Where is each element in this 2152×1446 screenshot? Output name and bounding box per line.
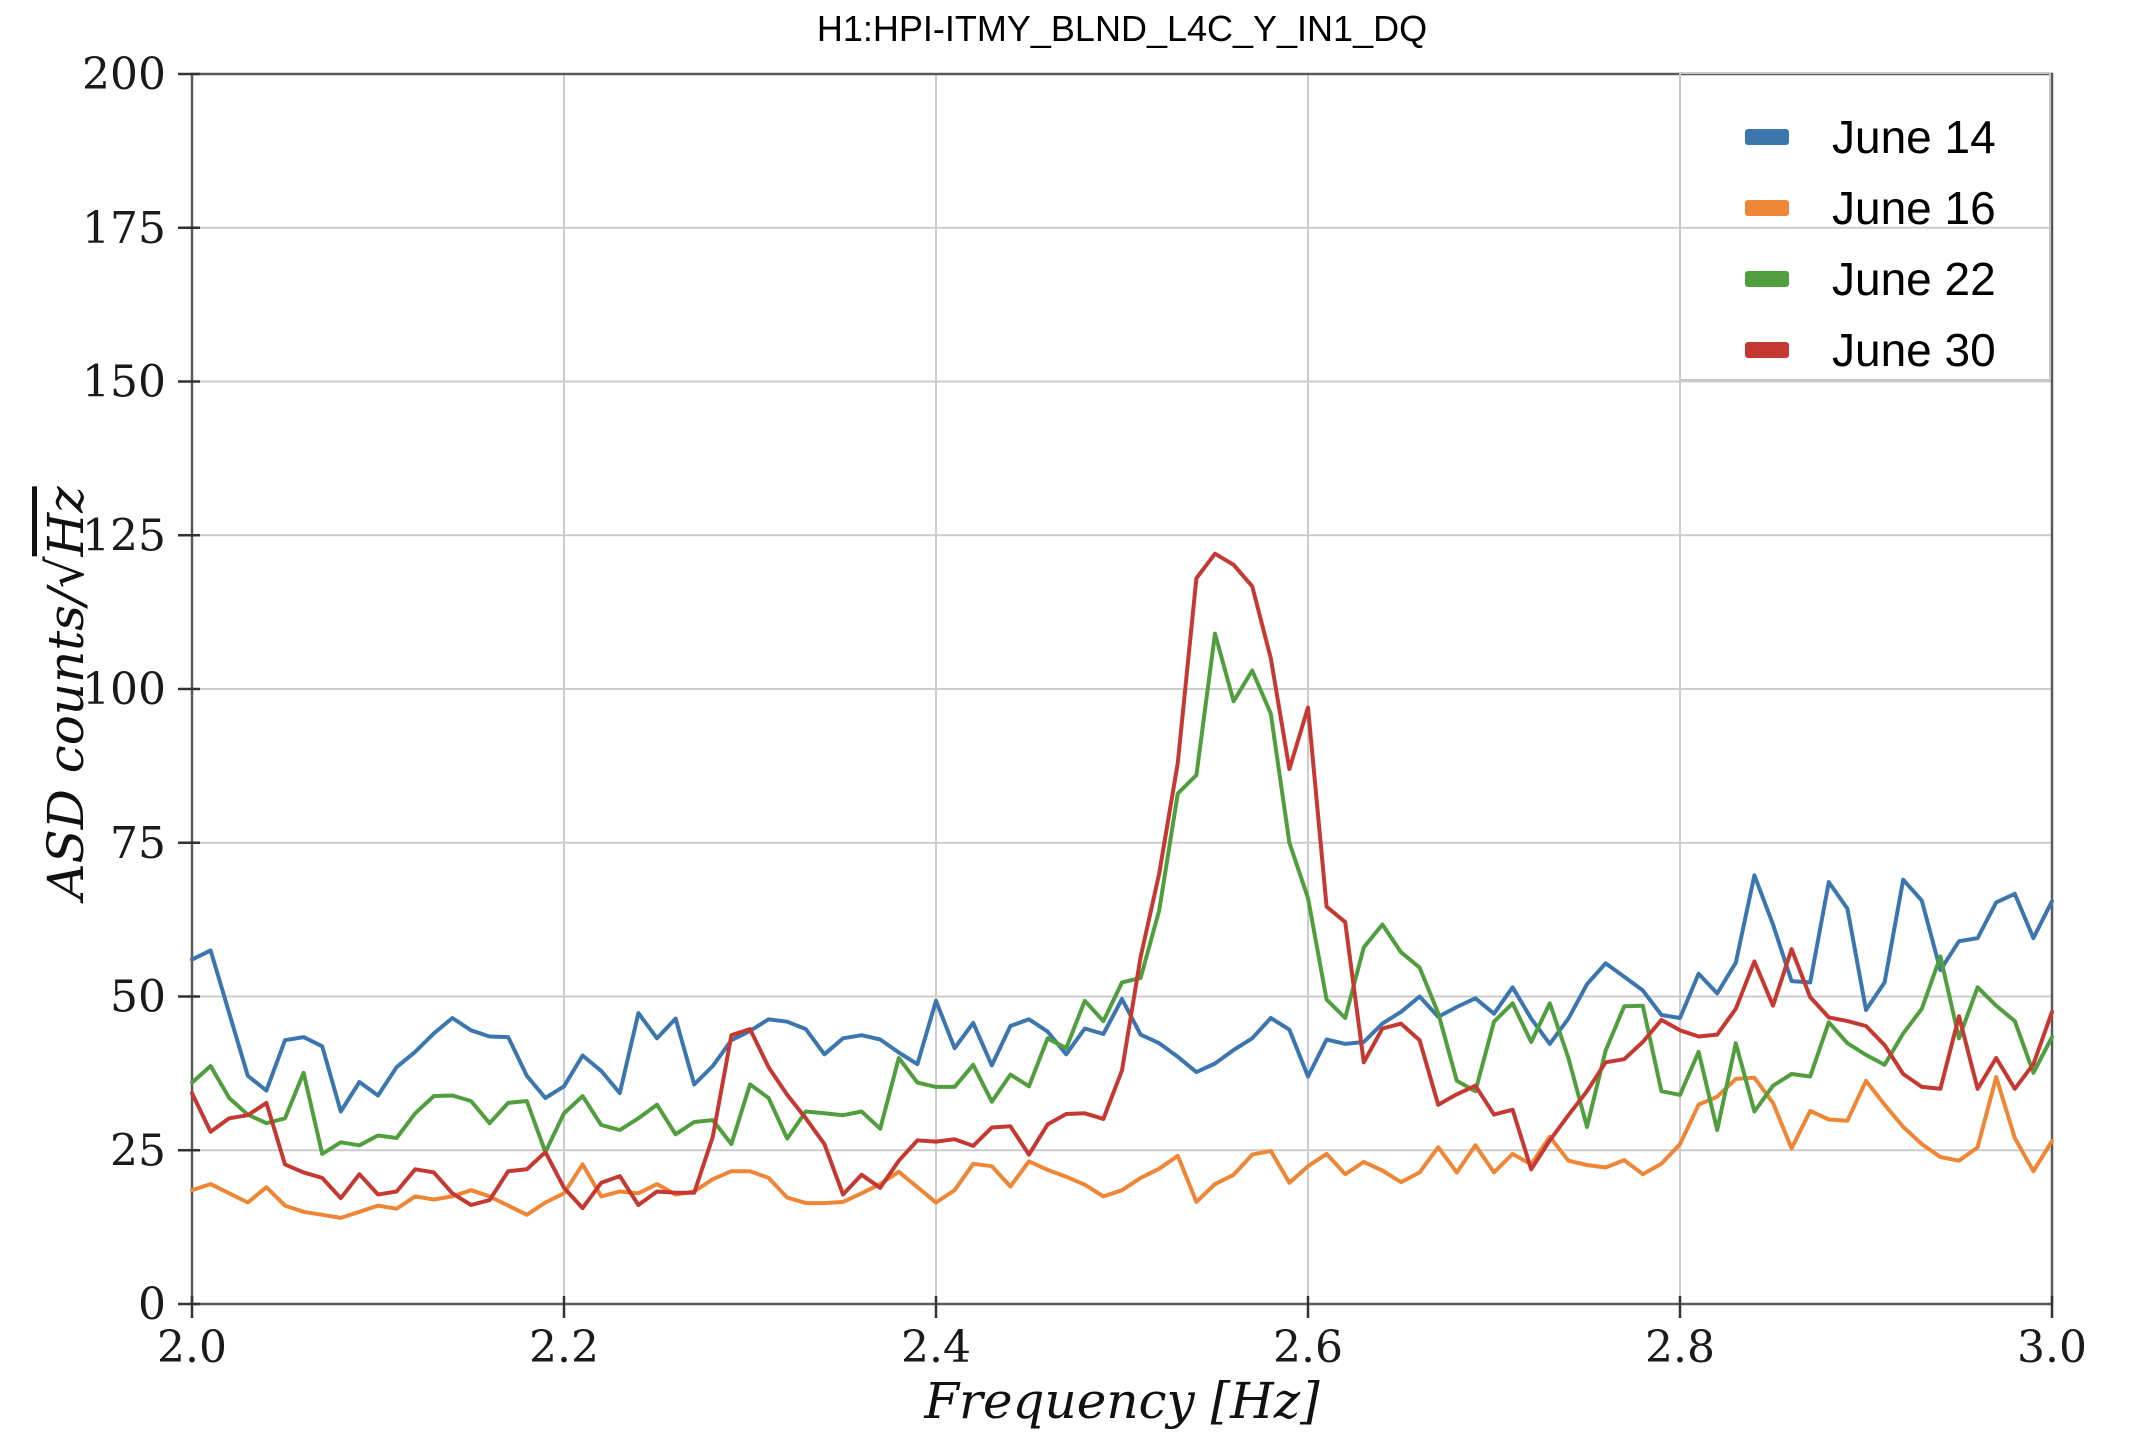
series-line-june-30 bbox=[190, 551, 2054, 1211]
legend-frame bbox=[1679, 72, 2051, 381]
legend-swatch-june-14 bbox=[1745, 129, 1789, 145]
y-tick-label: 150 bbox=[82, 357, 166, 408]
legend-label-june-30: June 30 bbox=[1832, 324, 1996, 376]
y-tick-label: 125 bbox=[82, 510, 166, 561]
series-line-june-14 bbox=[190, 873, 2054, 1114]
y-axis-label: ASD counts/√Hz bbox=[37, 486, 95, 900]
series-line-june-16 bbox=[190, 1075, 2054, 1220]
legend-label-june-22: June 22 bbox=[1832, 253, 1996, 305]
y-tick-label: 175 bbox=[82, 203, 166, 254]
x-tick-label: 3.0 bbox=[2017, 1322, 2087, 1373]
legend-swatch-june-30 bbox=[1745, 342, 1789, 358]
sqrt-argument: Hz bbox=[37, 486, 95, 557]
x-tick-label: 2.4 bbox=[901, 1322, 971, 1373]
y-tick-label: 50 bbox=[110, 972, 166, 1023]
x-axis-label: Frequency [Hz] bbox=[924, 1372, 1320, 1430]
legend-label-june-14: June 14 bbox=[1832, 111, 1996, 163]
x-tick-label: 2.6 bbox=[1273, 1322, 1343, 1373]
series-line-june-22 bbox=[190, 631, 2054, 1156]
y-tick-label: 75 bbox=[110, 818, 166, 869]
legend-swatch-june-22 bbox=[1745, 271, 1789, 287]
y-tick-label: 200 bbox=[82, 49, 166, 100]
plot-title: H1:HPI-ITMY_BLND_L4C_Y_IN1_DQ bbox=[816, 8, 1428, 49]
legend-swatch-june-16 bbox=[1745, 200, 1789, 216]
y-tick-label: 100 bbox=[82, 664, 166, 715]
y-tick-label: 25 bbox=[110, 1125, 166, 1176]
x-tick-label: 2.2 bbox=[529, 1322, 599, 1373]
x-tick-label: 2.0 bbox=[157, 1322, 227, 1373]
x-tick-label: 2.8 bbox=[1645, 1322, 1715, 1373]
legend-label-june-16: June 16 bbox=[1832, 182, 1996, 234]
y-tick-label: 0 bbox=[138, 1279, 166, 1330]
